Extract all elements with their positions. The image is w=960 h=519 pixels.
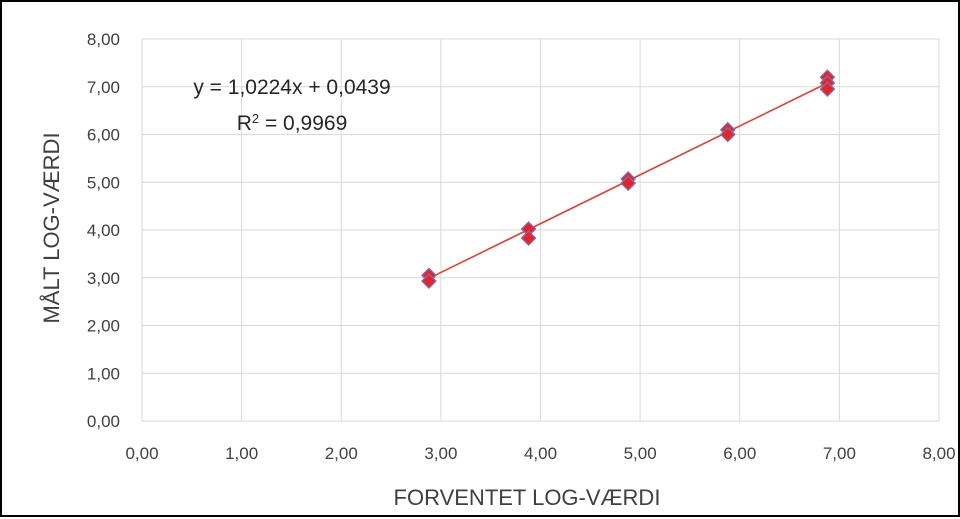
x-tick-label: 5,00	[624, 444, 657, 463]
y-tick-label: 8,00	[87, 30, 120, 49]
x-axis-title: FORVENTET LOG-VÆRDI	[394, 485, 661, 510]
y-tick-label: 5,00	[87, 173, 120, 192]
r-squared-label: R2 = 0,9969	[237, 111, 348, 136]
data-point-marker	[719, 126, 736, 143]
data-points	[421, 69, 836, 290]
x-tick-label: 3,00	[424, 444, 457, 463]
data-point-marker	[520, 230, 537, 247]
y-tick-label: 7,00	[87, 78, 120, 97]
data-point-marker	[421, 273, 437, 290]
x-tick-label: 7,00	[823, 444, 856, 463]
x-axis-ticks: 0,00 1,00 2,00 3,00 4,00 5,00 6,00 7,00 8,00	[125, 444, 955, 463]
y-axis-title: MÅLT LOG-VÆRDI	[39, 132, 64, 323]
y-axis-ticks: 0,00 1,00 2,00 3,00 4,00 5,00 6,00 7,00 8,00	[87, 30, 120, 431]
gridlines	[141, 38, 940, 422]
trendline-equation: y = 1,0224x + 0,0439	[193, 76, 390, 99]
r-squared-value: = 0,9969	[259, 112, 347, 135]
y-tick-label: 2,00	[87, 317, 120, 336]
y-tick-label: 6,00	[87, 126, 120, 145]
y-tick-label: 3,00	[87, 269, 120, 288]
y-tick-label: 1,00	[87, 364, 120, 383]
r-squared-exponent: 2	[252, 111, 259, 126]
r-squared-symbol: R	[237, 112, 252, 135]
x-tick-label: 0,00	[125, 444, 158, 463]
x-tick-label: 4,00	[524, 444, 557, 463]
x-tick-label: 1,00	[225, 444, 258, 463]
data-point-marker	[819, 81, 836, 98]
x-tick-label: 2,00	[325, 444, 358, 463]
x-tick-label: 8,00	[922, 444, 955, 463]
y-tick-label: 4,00	[87, 221, 120, 240]
x-tick-label: 6,00	[723, 444, 756, 463]
data-point-marker	[620, 175, 637, 192]
y-tick-label: 0,00	[87, 412, 120, 431]
